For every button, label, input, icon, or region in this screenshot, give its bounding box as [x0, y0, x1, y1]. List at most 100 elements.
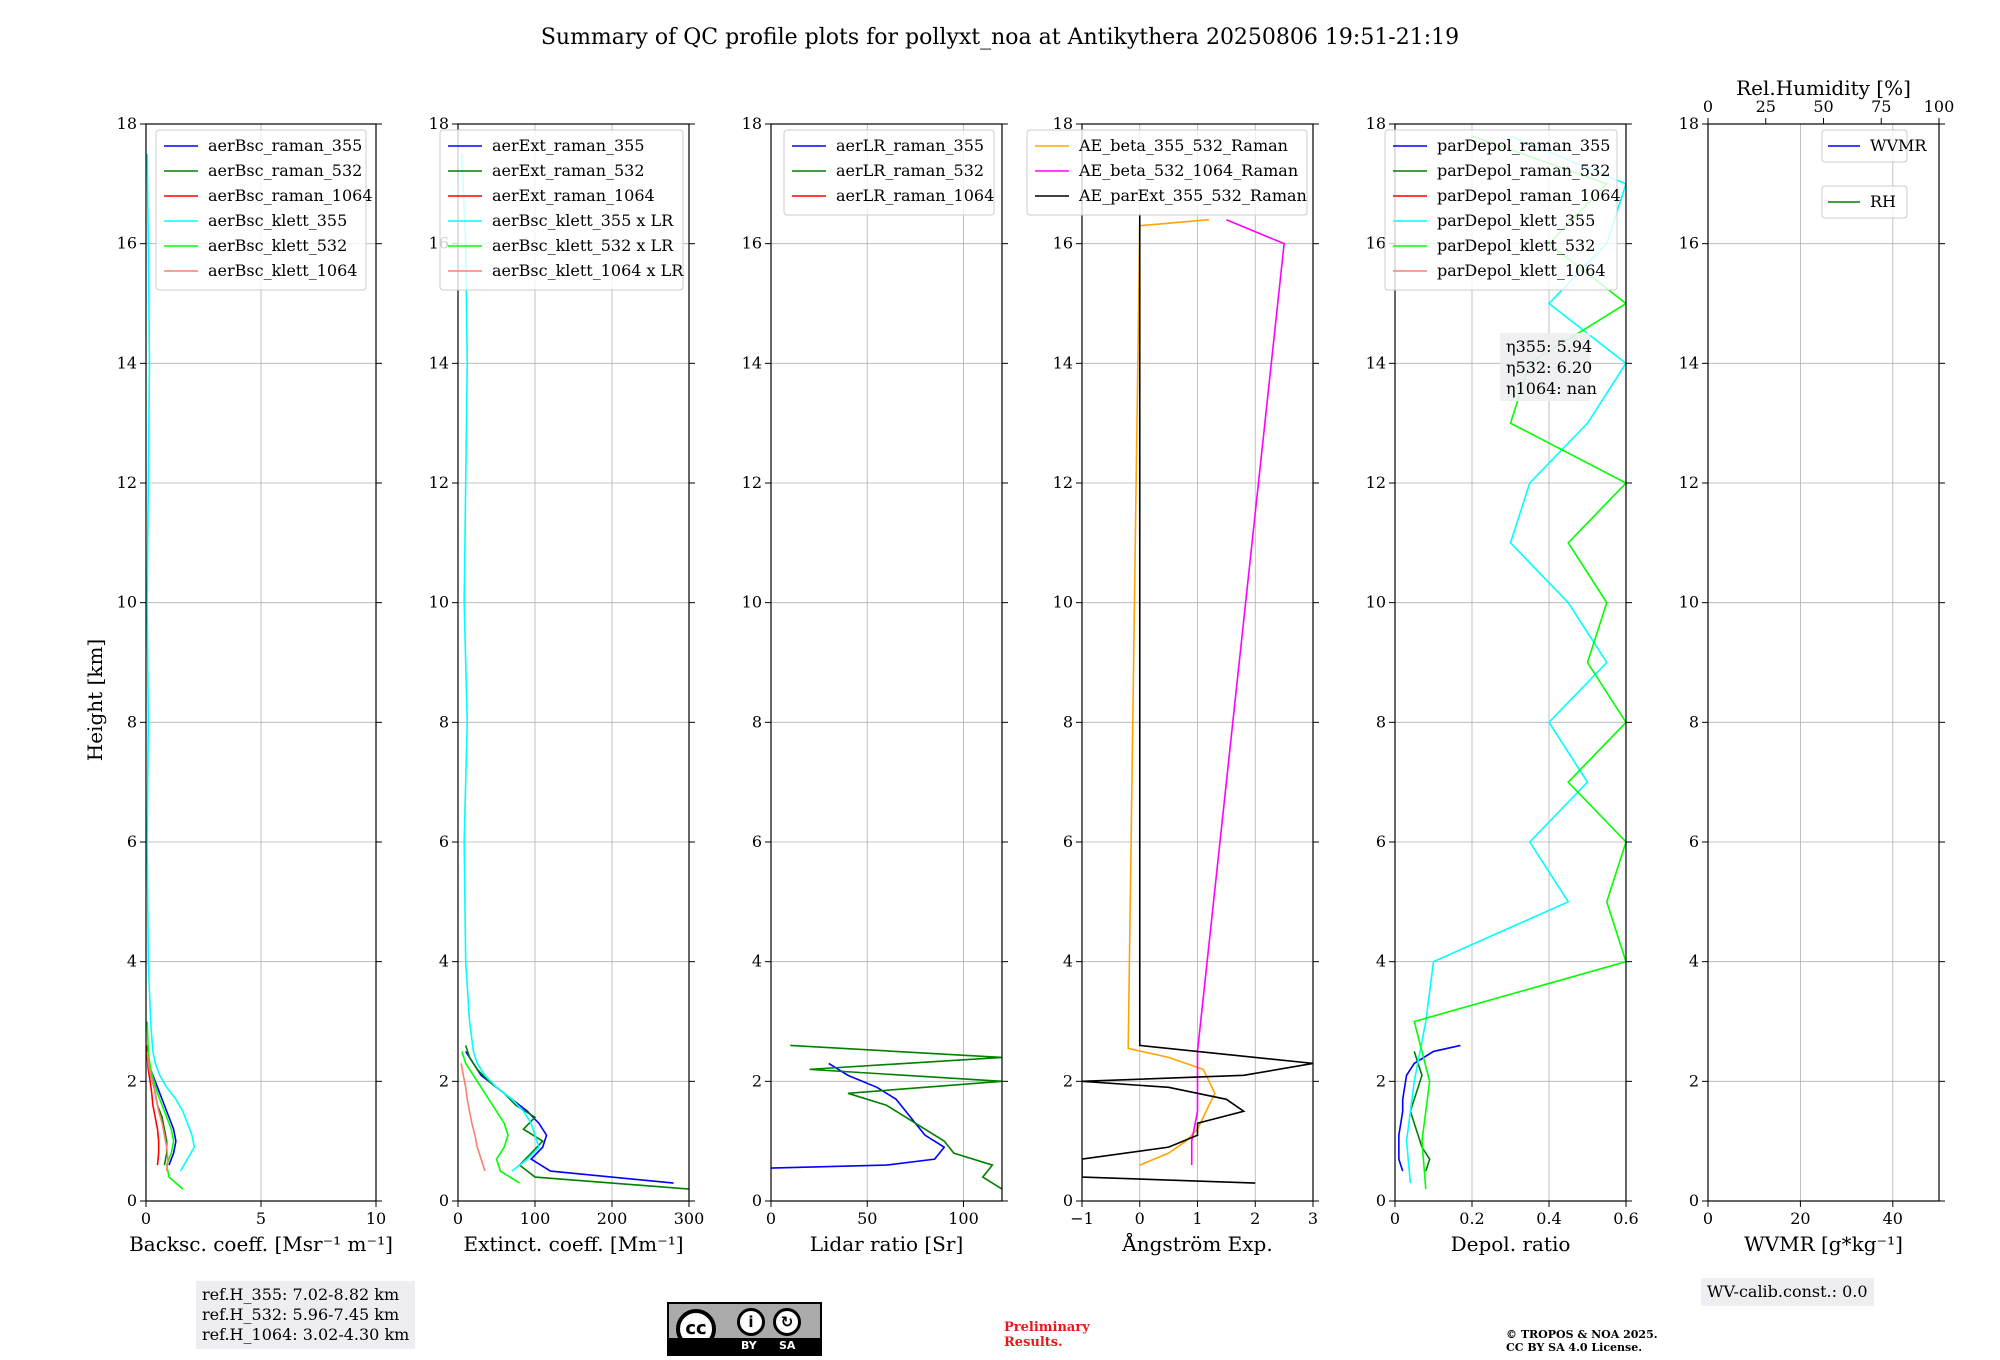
y-tick-label: 8 [439, 712, 449, 731]
legend-label: parDepol_klett_1064 [1437, 261, 1606, 280]
legend-label: aerBsc_raman_355 [208, 136, 362, 155]
legend-label: AE_beta_355_532_Raman [1078, 136, 1288, 155]
eta-annotation-box: η355: 5.94 η532: 6.20 η1064: nan [1500, 333, 1597, 401]
y-tick-label: 18 [1366, 114, 1386, 133]
x-tick-label: 0 [766, 1209, 776, 1228]
legend-label: WVMR [1870, 136, 1927, 155]
y-tick-label: 12 [1366, 473, 1386, 492]
x-axis-label: Depol. ratio [1451, 1232, 1571, 1256]
legend-label: aerExt_raman_532 [492, 161, 645, 180]
eta-value: η355: 5.94 [1506, 337, 1592, 356]
y-tick-label: 8 [127, 712, 137, 731]
legend-label: aerBsc_klett_532 x LR [492, 236, 674, 255]
y-tick-label: 10 [1366, 593, 1386, 612]
y-tick-label: 8 [1063, 712, 1073, 731]
y-tick-label: 0 [752, 1191, 762, 1210]
y-tick-label: 2 [1063, 1071, 1073, 1090]
y-tick-label: 14 [117, 353, 137, 372]
y-tick-label: 6 [752, 832, 762, 851]
data-lines [771, 1044, 1002, 1190]
ref-height-355: ref.H_355: 7.02-8.82 km [202, 1285, 400, 1304]
y-tick-label: 0 [1689, 1191, 1699, 1210]
data-lines [460, 153, 689, 1190]
top-x-tick-label: 75 [1871, 97, 1891, 116]
y-tick-label: 0 [127, 1191, 137, 1210]
legend-label: aerExt_raman_1064 [492, 186, 655, 205]
data-lines [146, 153, 196, 1190]
top-x-axis-label: Rel.Humidity [%] [1736, 76, 1911, 100]
x-tick-label: 0 [141, 1209, 151, 1228]
y-tick-label: 18 [117, 114, 137, 133]
x-tick-label: 20 [1790, 1209, 1810, 1228]
cc-sa-label: SA [779, 1339, 796, 1352]
y-tick-label: 18 [1053, 114, 1073, 133]
y-tick-label: 10 [429, 593, 449, 612]
y-tick-label: 16 [1053, 234, 1073, 253]
wv-calib-box: WV-calib.const.: 0.0 [1701, 1278, 1874, 1306]
y-tick-label: 0 [1063, 1191, 1073, 1210]
preliminary-line-2: Results. [1004, 1335, 1063, 1350]
y-tick-label: 6 [1063, 832, 1073, 851]
eta-value: η532: 6.20 [1506, 358, 1592, 377]
y-tick-label: 16 [1679, 234, 1699, 253]
x-tick-label: 0 [1390, 1209, 1400, 1228]
x-tick-label: 5 [256, 1209, 266, 1228]
top-x-tick-label: 100 [1924, 97, 1955, 116]
series-line-aerExt_raman_355 [465, 1050, 674, 1184]
series-line-AE_beta_532_1064_Raman [1190, 218, 1285, 1166]
y-tick-label: 4 [127, 952, 137, 971]
legend-label: parDepol_klett_355 [1437, 211, 1595, 230]
top-x-tick-label: 50 [1813, 97, 1833, 116]
axes-frame [770, 123, 1003, 1202]
copyright-note: © TROPOS & NOA 2025. CC BY SA 4.0 Licens… [1506, 1328, 1658, 1354]
y-tick-label: 4 [1063, 952, 1073, 971]
y-tick-label: 10 [1679, 593, 1699, 612]
legend-label: parDepol_raman_1064 [1437, 186, 1621, 205]
legend-label: parDepol_klett_532 [1437, 236, 1595, 255]
x-tick-label: 1 [1192, 1209, 1202, 1228]
panel-5: 0 2 4 6 8 10 12 14 16 18 0 0.2 0.4 0.6 Depol. ratio par… [1366, 114, 1639, 1256]
legend-label: aerBsc_klett_1064 x LR [492, 261, 684, 280]
legend-label: RH [1870, 192, 1896, 211]
legend-label: parDepol_raman_532 [1437, 161, 1610, 180]
cc-by-sa-logo: cc i ↻ BY SA [667, 1302, 822, 1356]
y-tick-label: 16 [742, 234, 762, 253]
legend-label: AE_beta_532_1064_Raman [1078, 161, 1298, 180]
legend-label: AE_parExt_355_532_Raman [1078, 186, 1307, 205]
data-lines [1082, 213, 1313, 1184]
preliminary-line-1: Preliminary [1004, 1320, 1090, 1335]
legend-label: aerBsc_klett_355 [208, 211, 347, 230]
legend-box [1821, 185, 1908, 219]
axes-frame [457, 123, 690, 1202]
axes-frame [1707, 123, 1940, 1202]
legend-box [439, 129, 684, 291]
legend-label: aerExt_raman_355 [492, 136, 645, 155]
series-line-parDepol_klett_532 [1413, 135, 1626, 1190]
y-tick-label: 4 [1689, 952, 1699, 971]
x-axis-label: Extinct. coeff. [Mm⁻¹] [463, 1232, 683, 1256]
x-axis-label: Ångström Exp. [1121, 1231, 1272, 1256]
series-line-aerBsc_klett_1064 [146, 1051, 169, 1172]
y-tick-label: 6 [1376, 832, 1386, 851]
y-tick-label: 12 [1679, 473, 1699, 492]
x-tick-label: 300 [674, 1209, 705, 1228]
series-line-aerBsc_klett_355 x LR [461, 153, 540, 1172]
series-line-aerBsc_klett_355 [146, 153, 196, 1172]
series-line-aerBsc_klett_1064 x LR [460, 1063, 486, 1172]
y-tick-label: 8 [1689, 712, 1699, 731]
y-tick-label: 8 [752, 712, 762, 731]
y-tick-label: 14 [1366, 353, 1386, 372]
legend-label: aerLR_raman_532 [836, 161, 984, 180]
x-tick-label: 0.2 [1459, 1209, 1484, 1228]
series-line-AE_beta_355_532_Raman [1127, 218, 1216, 1166]
y-tick-label: 4 [439, 952, 449, 971]
legend-box [1026, 129, 1308, 216]
x-tick-label: 0.4 [1536, 1209, 1561, 1228]
axes-frame [1394, 123, 1627, 1202]
y-tick-label: 18 [429, 114, 449, 133]
copyright-line-2: CC BY SA 4.0 License. [1506, 1341, 1643, 1354]
y-tick-label: 2 [1689, 1071, 1699, 1090]
x-tick-label: −1 [1070, 1209, 1094, 1228]
